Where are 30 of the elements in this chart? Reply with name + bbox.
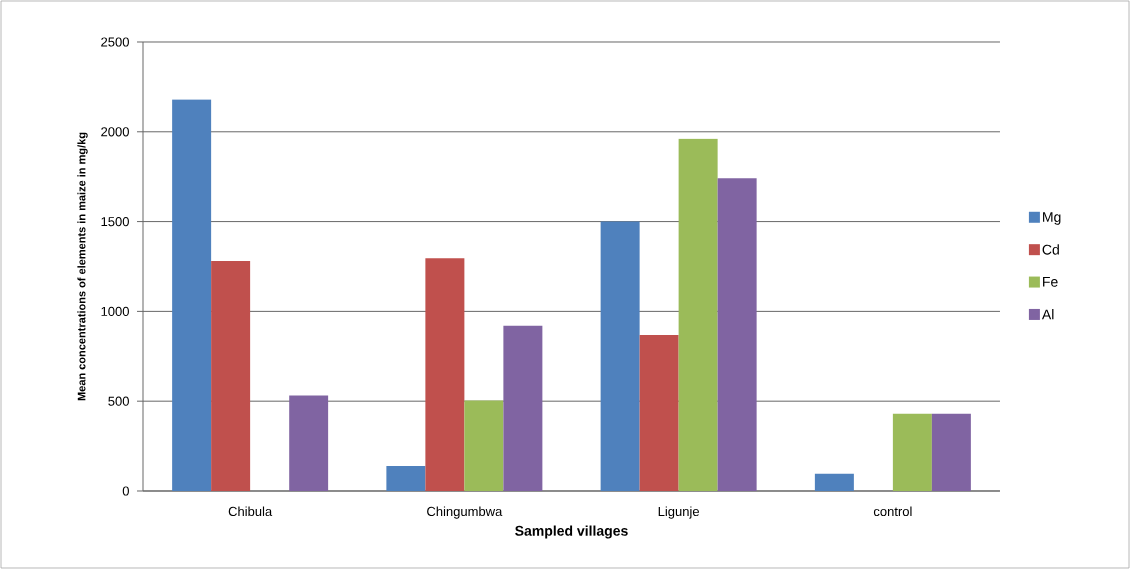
- bar: [425, 258, 465, 491]
- bar: [814, 473, 854, 491]
- bar: [172, 99, 212, 491]
- legend-label: Fe: [1043, 276, 1058, 287]
- bar: [600, 221, 640, 491]
- bar: [892, 413, 932, 491]
- legend-label: Cd: [1042, 244, 1059, 255]
- bar: [289, 395, 329, 491]
- bar: [503, 325, 543, 491]
- bar: [386, 466, 426, 491]
- y-axis-title: Mean concentrations of elements in maize in mg/kg: [77, 132, 88, 401]
- bar: [464, 400, 504, 491]
- bar: [931, 413, 971, 491]
- x-tick-label: Ligunje: [658, 506, 699, 519]
- y-tick-label: 500: [108, 396, 129, 406]
- x-tick-label: Chibula: [228, 506, 273, 517]
- legend-label: Mg: [1043, 212, 1061, 225]
- y-tick-label: 2000: [101, 127, 129, 137]
- x-tick-label: control: [873, 506, 912, 517]
- y-tick-label: 1500: [101, 216, 129, 227]
- y-tick-label: 2500: [101, 37, 129, 47]
- x-axis-title: Sampled villages: [515, 525, 628, 539]
- bar: [678, 138, 718, 491]
- y-tick-label: 1000: [101, 306, 129, 316]
- x-tick-label: Chingumbwa: [427, 506, 503, 519]
- legend-label: Al: [1041, 309, 1054, 320]
- bar: [211, 260, 251, 491]
- bar: [717, 178, 757, 491]
- bar: [639, 334, 679, 491]
- y-tick-label: 0: [122, 486, 129, 496]
